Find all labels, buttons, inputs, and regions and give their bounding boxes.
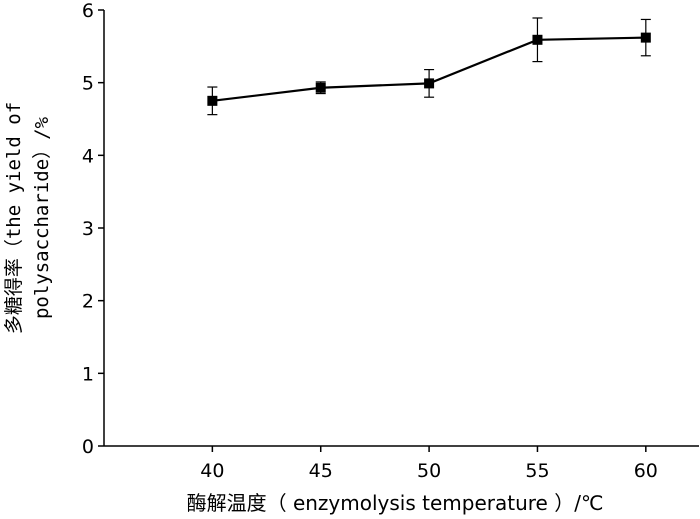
y-tick-label-0: 0 (82, 436, 94, 458)
y-tick-label-5: 5 (82, 73, 94, 95)
y-tick-label-3: 3 (82, 218, 94, 240)
x-tick-label-4: 60 (634, 460, 658, 482)
y-tick-label-2: 2 (82, 291, 94, 313)
series-layer (207, 17, 651, 116)
x-axis-title: 酶解温度（ enzymolysis temperature ）/℃ (187, 491, 604, 515)
x-tick-label-1: 45 (309, 460, 333, 482)
data-point-0-0 (207, 95, 218, 106)
y-axis-title-line-1: 多糖得率（the yield of (3, 102, 25, 334)
x-tick-label-3: 55 (525, 460, 549, 482)
y-tick-label-1: 1 (82, 363, 94, 385)
data-point-0-3 (532, 34, 543, 45)
y-axis-title-line-2: polysaccharide）/% (31, 116, 53, 319)
y-tick-label-6: 6 (82, 0, 94, 22)
data-point-0-1 (315, 82, 326, 93)
data-point-0-4 (640, 32, 651, 43)
y-tick-label-4: 4 (82, 145, 94, 167)
x-tick-label-2: 50 (417, 460, 441, 482)
x-tick-label-0: 40 (200, 460, 224, 482)
data-point-0-2 (424, 78, 435, 89)
